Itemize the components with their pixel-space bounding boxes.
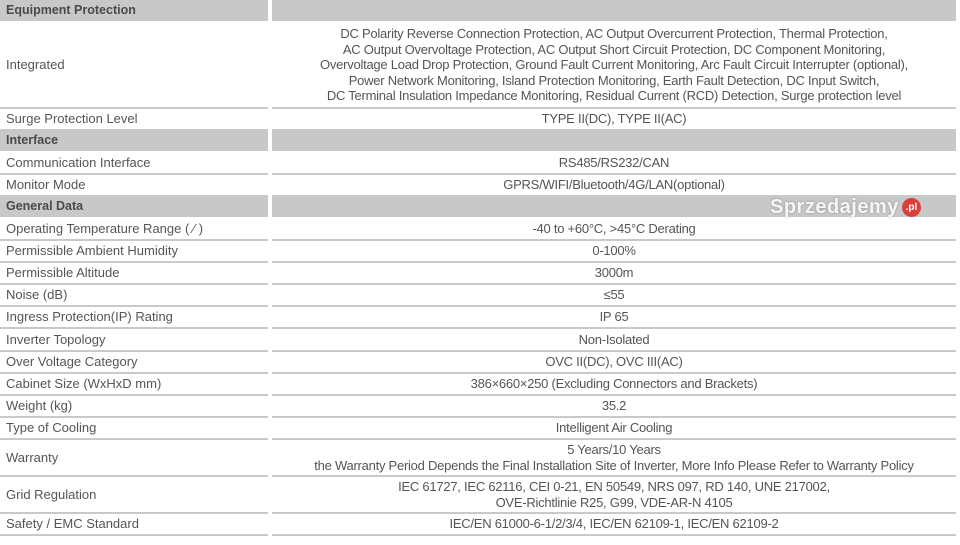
spec-value: 386×660×250 (Excluding Connectors and Br… — [272, 374, 956, 396]
table-row: Inverter Topology Non-Isolated — [0, 329, 956, 352]
spec-value: TYPE II(DC), TYPE II(AC) — [272, 109, 956, 131]
spec-label: Noise (dB) — [0, 285, 268, 307]
table-row: Over Voltage Category OVC II(DC), OVC III… — [0, 352, 956, 374]
spec-value: DC Polarity Reverse Connection Protectio… — [272, 23, 956, 109]
spec-value: 0-100% — [272, 241, 956, 263]
table-row: Surge Protection Level TYPE II(DC), TYPE … — [0, 109, 956, 131]
spec-label: Permissible Ambient Humidity — [0, 241, 268, 263]
spec-label: Ingress Protection(IP) Rating — [0, 307, 268, 329]
spec-label: Communication Interface — [0, 153, 268, 175]
spec-value: IEC/EN 61000-6-1/2/3/4, IEC/EN 62109-1, … — [272, 514, 956, 536]
section-header: Interface — [0, 131, 956, 153]
table-row: Type of Cooling Intelligent Air Cooling — [0, 418, 956, 440]
spec-value: OVC II(DC), OVC III(AC) — [272, 352, 956, 374]
spec-value — [272, 0, 956, 23]
spec-label: Weight (kg) — [0, 396, 268, 418]
table-row: Warranty 5 Years/10 Years the Warranty Pe… — [0, 440, 956, 477]
spec-value: IP 65 — [272, 307, 956, 329]
spec-label: Type of Cooling — [0, 418, 268, 440]
table-row: Safety / EMC Standard IEC/EN 61000-6-1/2/… — [0, 514, 956, 536]
spec-value: RS485/RS232/CAN — [272, 153, 956, 175]
spec-value: Non-Isolated — [272, 329, 956, 352]
spec-value: 3000m — [272, 263, 956, 285]
spec-label: Operating Temperature Range ( ⁄ ) — [0, 219, 268, 241]
spec-label: Monitor Mode — [0, 175, 268, 197]
spec-value: ≤55 — [272, 285, 956, 307]
spec-value: -40 to +60°C, >45°C Derating — [272, 219, 956, 241]
spec-label: Inverter Topology — [0, 329, 268, 352]
spec-label: Safety / EMC Standard — [0, 514, 268, 536]
table-row: Ingress Protection(IP) Rating IP 65 — [0, 307, 956, 329]
spec-value: 35.2 — [272, 396, 956, 418]
section-header: General Data — [0, 197, 956, 219]
table-row: Cabinet Size (WxHxD mm) 386×660×250 (Excl… — [0, 374, 956, 396]
spec-label: Permissible Altitude — [0, 263, 268, 285]
section-header: Equipment Protection — [0, 0, 956, 23]
table-row: Communication Interface RS485/RS232/CAN — [0, 153, 956, 175]
watermark-badge: .pl — [902, 198, 921, 217]
table-row: Operating Temperature Range ( ⁄ ) -40 to … — [0, 219, 956, 241]
table-row: Monitor Mode GPRS/WIFI/Bluetooth/4G/LAN(o… — [0, 175, 956, 197]
table-row: Permissible Altitude 3000m — [0, 263, 956, 285]
spec-label: Cabinet Size (WxHxD mm) — [0, 374, 268, 396]
table-row: Noise (dB) ≤55 — [0, 285, 956, 307]
spec-value: Intelligent Air Cooling — [272, 418, 956, 440]
table-row: Integrated DC Polarity Reverse Connection… — [0, 23, 956, 109]
spec-label: Warranty — [0, 440, 268, 477]
spec-value: 5 Years/10 Years the Warranty Period Dep… — [272, 440, 956, 477]
spec-label: Grid Regulation — [0, 477, 268, 514]
section-title: Interface — [0, 131, 268, 153]
spec-value — [272, 197, 956, 219]
table-row: Grid Regulation IEC 61727, IEC 62116, CEI… — [0, 477, 956, 514]
spec-value — [272, 131, 956, 153]
spec-value: GPRS/WIFI/Bluetooth/4G/LAN(optional) — [272, 175, 956, 197]
spec-table: Equipment Protection Integrated DC Polarit… — [0, 0, 956, 536]
watermark-logo: Sprzedajemy — [770, 196, 899, 218]
spec-value: IEC 61727, IEC 62116, CEI 0-21, EN 50549… — [272, 477, 956, 514]
section-title: General Data — [0, 197, 268, 219]
table-row: Permissible Ambient Humidity 0-100% — [0, 241, 956, 263]
spec-label: Integrated — [0, 23, 268, 109]
spec-label: Surge Protection Level — [0, 109, 268, 131]
table-row: Weight (kg) 35.2 — [0, 396, 956, 418]
spec-label: Over Voltage Category — [0, 352, 268, 374]
section-title: Equipment Protection — [0, 0, 268, 23]
